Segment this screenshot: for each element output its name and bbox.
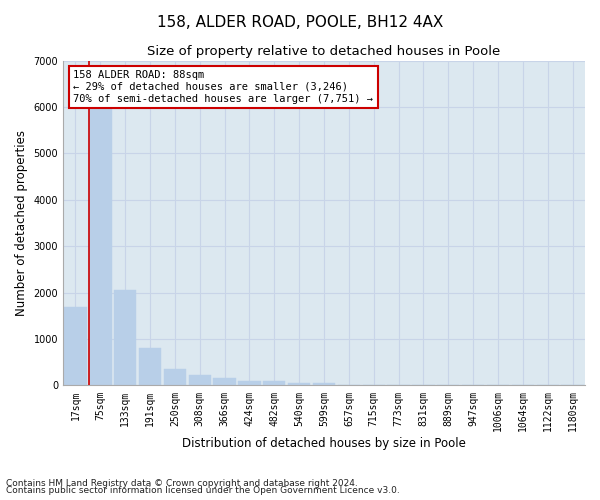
Title: Size of property relative to detached houses in Poole: Size of property relative to detached ho… bbox=[148, 45, 500, 58]
Text: Contains HM Land Registry data © Crown copyright and database right 2024.: Contains HM Land Registry data © Crown c… bbox=[6, 478, 358, 488]
Bar bbox=[263, 382, 286, 386]
Bar bbox=[139, 348, 161, 386]
Bar bbox=[313, 383, 335, 386]
Text: 158, ALDER ROAD, POOLE, BH12 4AX: 158, ALDER ROAD, POOLE, BH12 4AX bbox=[157, 15, 443, 30]
Bar bbox=[164, 369, 186, 386]
Bar bbox=[64, 306, 86, 386]
Bar bbox=[188, 375, 211, 386]
Bar bbox=[288, 383, 310, 386]
X-axis label: Distribution of detached houses by size in Poole: Distribution of detached houses by size … bbox=[182, 437, 466, 450]
Y-axis label: Number of detached properties: Number of detached properties bbox=[15, 130, 28, 316]
Bar bbox=[214, 378, 236, 386]
Text: Contains public sector information licensed under the Open Government Licence v3: Contains public sector information licen… bbox=[6, 486, 400, 495]
Bar bbox=[89, 102, 112, 386]
Text: 158 ALDER ROAD: 88sqm
← 29% of detached houses are smaller (3,246)
70% of semi-d: 158 ALDER ROAD: 88sqm ← 29% of detached … bbox=[73, 70, 373, 104]
Bar bbox=[238, 382, 260, 386]
Bar bbox=[114, 290, 136, 386]
